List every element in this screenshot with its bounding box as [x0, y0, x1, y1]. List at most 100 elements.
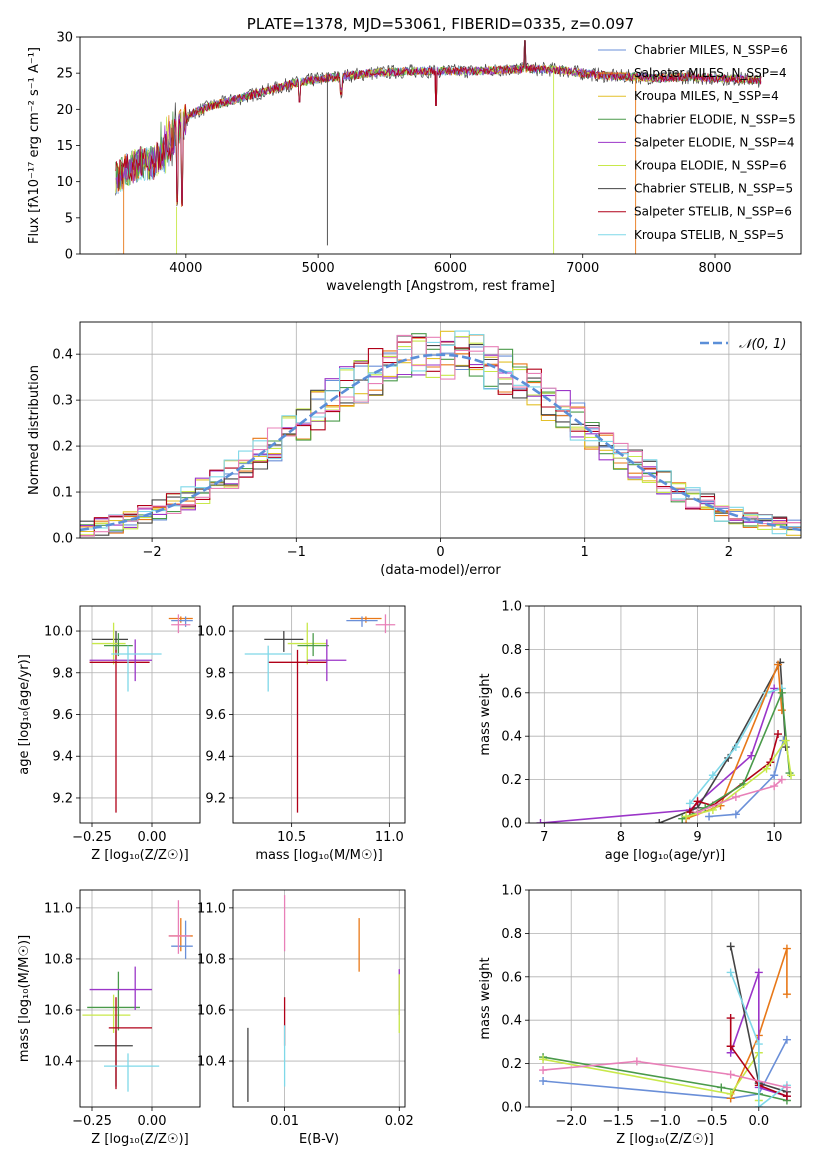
legend-entry: Chabrier ELODIE, N_SSP=5	[598, 112, 796, 126]
x-tick-label: −1.5	[602, 1114, 634, 1129]
x-tick-label: 6000	[434, 261, 467, 276]
panel-age_vs_mass: 10.5 11.0 9.2 9.4 9.6 9.8 10.0 mass [log₁₀(M/M☉…	[197, 605, 406, 863]
plot-area-mass_vs_ebv	[247, 895, 400, 1102]
y-axis-label: mass weight	[478, 673, 493, 755]
series-marker	[747, 751, 756, 760]
legend-entry: Chabrier STELIB, N_SSP=5	[598, 182, 793, 196]
y-tick-label: 15	[56, 139, 73, 154]
y-tick-label: 0.4	[501, 730, 522, 745]
series-line	[685, 739, 792, 818]
data-point	[350, 616, 382, 623]
series-marker	[787, 771, 796, 780]
chart-title: PLATE=1378, MJD=53061, FIBERID=0335, z=0…	[247, 15, 634, 33]
x-axis-label: Z [log₁₀(Z/Z☉)]	[91, 1132, 188, 1147]
y-tick-label: 9.8	[52, 666, 73, 681]
y-tick-label: 0.0	[501, 817, 522, 832]
data-point	[346, 616, 378, 627]
x-tick-label: 0.02	[385, 1114, 414, 1129]
x-tick-label: 8	[617, 830, 625, 845]
x-tick-label: 4000	[169, 261, 202, 276]
gaussian-curve	[80, 353, 801, 532]
y-tick-label: 10.6	[44, 1003, 73, 1018]
y-tick-label: 0.2	[52, 440, 73, 455]
series-marker	[693, 808, 702, 817]
y-tick-label: 11.0	[44, 901, 73, 916]
data-point	[104, 1053, 160, 1092]
x-tick-label: −0.25	[72, 830, 112, 845]
axes-frame	[79, 605, 201, 824]
plot-area-massweight_vs_age	[536, 658, 796, 823]
x-tick-label: −0.25	[72, 1114, 112, 1129]
x-tick-label: 2	[725, 545, 733, 560]
data-point	[171, 920, 193, 959]
y-axis-label: mass [log₁₀(M/M☉)]	[17, 935, 32, 1062]
series-marker	[726, 1070, 735, 1079]
y-tick-label: 30	[56, 31, 73, 46]
y-tick-label: 0	[65, 248, 73, 263]
y-tick-label: 9.2	[52, 791, 73, 806]
x-tick-label: 0	[436, 545, 444, 560]
y-tick-label: 10.4	[44, 1055, 73, 1070]
x-tick-label: 10.5	[277, 830, 306, 845]
x-axis-label: Z [log₁₀(Z/Z☉)]	[616, 1132, 713, 1147]
plot-area-age_vs_mass	[244, 614, 396, 813]
x-tick-label: −1.0	[649, 1114, 681, 1129]
data-point	[89, 966, 152, 1010]
series-marker	[777, 775, 786, 784]
legend-label: Salpeter STELIB, N_SSP=6	[634, 205, 792, 219]
series-marker	[539, 1066, 548, 1075]
series-marker	[774, 730, 783, 739]
x-axis-label: Z [log₁₀(Z/Z☉)]	[91, 848, 188, 863]
y-tick-label: 11.0	[197, 901, 226, 916]
x-tick-label: 0.01	[270, 1114, 299, 1129]
series-marker	[774, 660, 783, 669]
data-point	[168, 900, 191, 954]
series-marker	[726, 1042, 735, 1051]
x-tick-label: 0.00	[138, 1114, 167, 1129]
plot-area-spectrum	[115, 40, 762, 254]
data-point	[94, 1030, 133, 1087]
series-marker	[770, 771, 779, 780]
series-marker	[770, 782, 779, 791]
y-tick-label: 1.0	[501, 600, 522, 615]
y-tick-label: 10.0	[44, 625, 73, 640]
series-line	[542, 1056, 788, 1102]
series-line	[543, 1039, 788, 1100]
y-axis-label: age [log₁₀(age/yr)]	[17, 654, 32, 775]
y-tick-label: 25	[56, 67, 73, 82]
legend: Chabrier MILES, N_SSP=6 Salpeter MILES, N…	[598, 43, 796, 242]
y-tick-label: 0.0	[501, 1101, 522, 1116]
series-marker	[705, 812, 714, 821]
legend-label: Chabrier ELODIE, N_SSP=5	[634, 112, 796, 126]
y-tick-label: 0.4	[52, 348, 73, 363]
legend-label: Kroupa MILES, N_SSP=4	[634, 89, 779, 103]
data-point	[268, 649, 327, 813]
data-point	[82, 994, 131, 1033]
series-line	[709, 740, 785, 818]
legend-entry: Salpeter ELODIE, N_SSP=4	[598, 135, 795, 149]
panel-mass_vs_ebv: 0.01 0.02 10.4 10.6 10.8 11.0 E(B-V)	[197, 889, 414, 1147]
series-marker	[731, 792, 740, 801]
x-axis-label: age [log₁₀(age/yr)]	[605, 848, 726, 863]
data-point	[87, 971, 140, 1031]
histogram-kroupa_miles	[80, 330, 801, 536]
x-tick-label: 9	[693, 830, 701, 845]
data-point	[89, 639, 152, 682]
legend-label: 𝒩(0, 1)	[739, 337, 786, 352]
legend-entry: Chabrier MILES, N_SSP=6	[598, 43, 788, 57]
data-point	[171, 614, 191, 634]
legend-label: Salpeter MILES, N_SSP=4	[634, 66, 787, 80]
y-tick-label: 9.6	[205, 708, 226, 723]
data-point	[307, 639, 347, 682]
y-tick-label: 10.4	[197, 1055, 226, 1070]
x-tick-label: −1	[287, 545, 306, 560]
legend-entry: Kroupa ELODIE, N_SSP=6	[598, 159, 787, 173]
series-marker	[726, 942, 735, 951]
series-line	[729, 972, 788, 1107]
x-tick-label: 8000	[698, 261, 731, 276]
series-marker	[781, 736, 790, 745]
series-marker	[762, 764, 771, 773]
y-tick-label: 0.8	[501, 927, 522, 942]
axes-frame	[79, 889, 201, 1108]
